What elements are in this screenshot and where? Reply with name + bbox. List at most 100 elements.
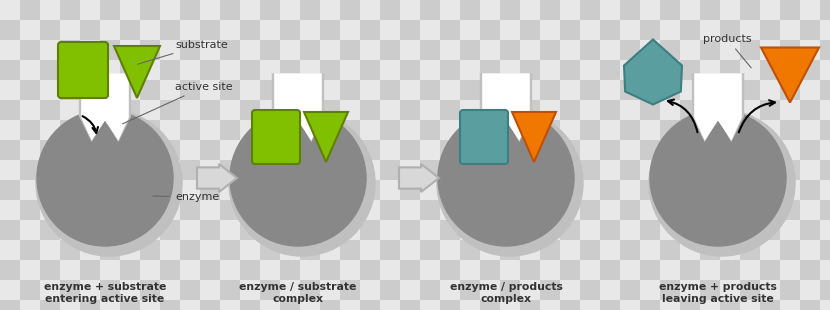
Bar <box>80 260 100 280</box>
Bar <box>220 0 240 20</box>
Bar <box>0 300 20 310</box>
Bar <box>0 180 20 200</box>
Bar <box>540 20 560 40</box>
Bar <box>600 80 620 100</box>
Bar <box>680 80 700 100</box>
Bar <box>340 200 360 220</box>
Bar <box>240 40 260 60</box>
Bar <box>140 220 160 240</box>
Polygon shape <box>114 46 160 98</box>
Bar <box>140 180 160 200</box>
Bar <box>280 240 300 260</box>
Bar <box>160 220 180 240</box>
Bar <box>260 300 280 310</box>
Text: enzyme + products
leaving active site: enzyme + products leaving active site <box>659 282 777 304</box>
Polygon shape <box>197 164 237 192</box>
Bar <box>680 220 700 240</box>
Bar <box>400 280 420 300</box>
Bar <box>160 280 180 300</box>
Bar <box>480 40 500 60</box>
Bar <box>780 200 800 220</box>
Bar <box>60 160 80 180</box>
Bar <box>760 220 780 240</box>
Bar <box>100 260 120 280</box>
Bar <box>280 60 300 80</box>
Bar <box>100 0 120 20</box>
Bar <box>360 300 380 310</box>
Bar <box>660 0 680 20</box>
Bar <box>800 0 820 20</box>
Bar <box>180 20 200 40</box>
Bar <box>120 80 140 100</box>
Bar <box>500 80 520 100</box>
Bar <box>20 0 40 20</box>
Bar <box>140 200 160 220</box>
Bar <box>620 240 640 260</box>
Bar <box>820 80 830 100</box>
Bar <box>700 140 720 160</box>
Bar <box>480 200 500 220</box>
Bar <box>500 220 520 240</box>
Bar <box>420 160 440 180</box>
Bar <box>140 0 160 20</box>
Bar <box>800 60 820 80</box>
Bar <box>260 240 280 260</box>
Bar <box>540 40 560 60</box>
Bar <box>360 260 380 280</box>
Bar <box>360 280 380 300</box>
Bar <box>780 180 800 200</box>
Bar <box>800 260 820 280</box>
Bar <box>100 80 120 100</box>
Bar <box>680 100 700 120</box>
Bar <box>640 140 660 160</box>
Bar <box>500 280 520 300</box>
Bar <box>680 60 700 80</box>
Bar <box>20 200 40 220</box>
Bar <box>820 220 830 240</box>
Bar <box>640 120 660 140</box>
Bar <box>580 0 600 20</box>
Bar <box>780 40 800 60</box>
Bar <box>820 140 830 160</box>
Bar <box>360 120 380 140</box>
Bar <box>500 260 520 280</box>
Bar <box>460 0 480 20</box>
Bar <box>700 280 720 300</box>
Bar <box>580 20 600 40</box>
Bar <box>140 60 160 80</box>
Bar <box>620 300 640 310</box>
Bar <box>360 140 380 160</box>
Bar <box>400 180 420 200</box>
Text: active site: active site <box>123 82 232 124</box>
Bar <box>160 140 180 160</box>
Bar <box>660 260 680 280</box>
Bar <box>680 300 700 310</box>
Bar <box>440 180 460 200</box>
Bar <box>340 0 360 20</box>
Bar <box>260 120 280 140</box>
Circle shape <box>37 110 173 246</box>
Polygon shape <box>512 112 556 162</box>
Bar <box>820 40 830 60</box>
Bar <box>720 80 740 100</box>
Bar <box>280 100 300 120</box>
Bar <box>440 160 460 180</box>
Bar <box>240 0 260 20</box>
Bar <box>560 180 580 200</box>
Bar <box>660 240 680 260</box>
Text: enzyme: enzyme <box>153 192 219 202</box>
Bar <box>540 160 560 180</box>
Bar <box>580 60 600 80</box>
Bar <box>780 80 800 100</box>
Bar <box>760 300 780 310</box>
Bar <box>140 20 160 40</box>
Bar <box>120 140 140 160</box>
Bar <box>80 20 100 40</box>
Bar <box>260 140 280 160</box>
Bar <box>460 280 480 300</box>
Bar <box>440 100 460 120</box>
Bar <box>800 140 820 160</box>
Bar <box>20 80 40 100</box>
Bar <box>320 100 340 120</box>
Bar <box>300 200 320 220</box>
